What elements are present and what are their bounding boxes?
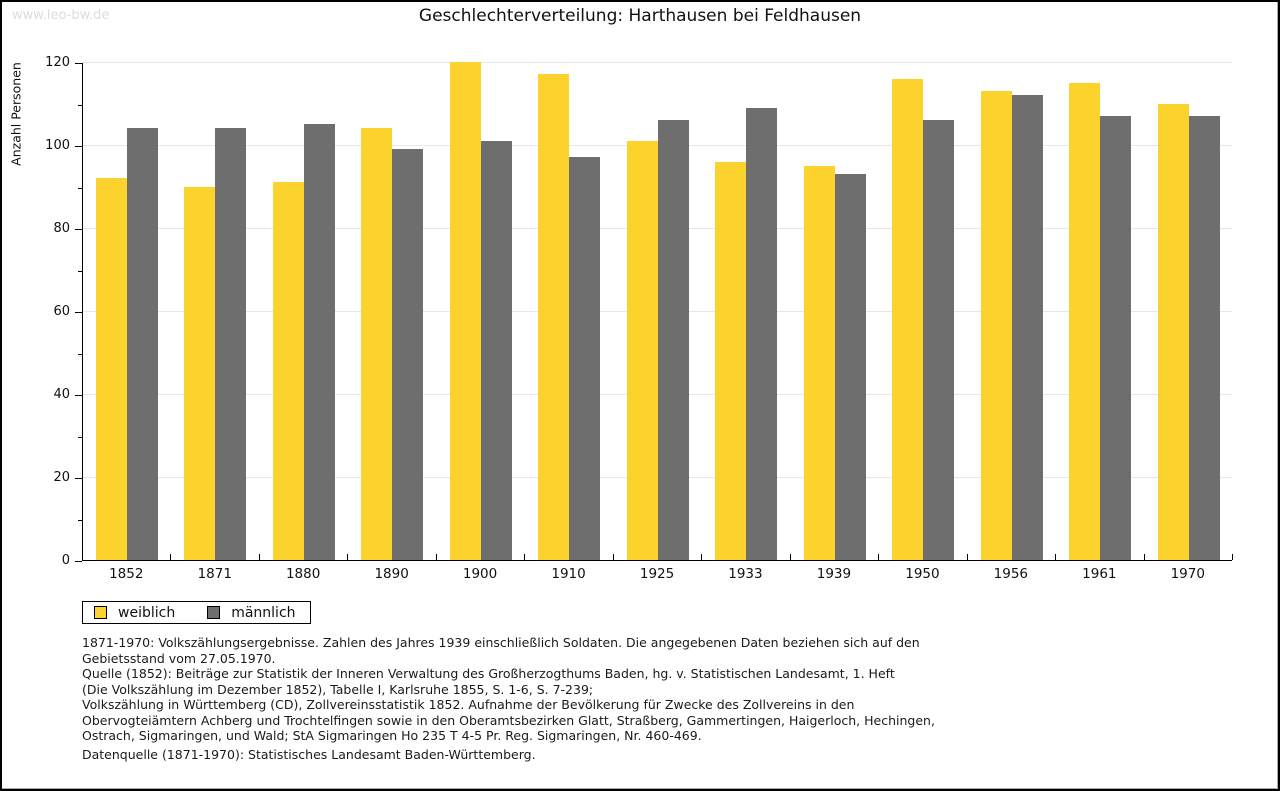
source-note-line-1: 1871-1970: Volkszählungsergebnisse. Zahl… xyxy=(82,635,920,650)
y-minor-tick-10 xyxy=(78,519,82,521)
y-minor-tick-90 xyxy=(78,187,82,189)
datasource-note: Datenquelle (1871-1970): Statistisches L… xyxy=(82,747,536,762)
bar-männlich-1970 xyxy=(1189,115,1220,560)
x-axis-label-1961: 1961 xyxy=(1082,566,1117,582)
y-axis-label-120: 120 xyxy=(45,55,70,70)
y-minor-tick-110 xyxy=(78,104,82,106)
x-axis-label-1890: 1890 xyxy=(374,566,409,582)
legend: weiblich männlich xyxy=(82,601,311,624)
chart-title: Geschlechterverteilung: Harthausen bei F… xyxy=(418,6,862,26)
bar-weiblich-1950 xyxy=(892,78,923,560)
legend-label-männlich: männlich xyxy=(231,604,296,621)
y-axis-label-60: 60 xyxy=(53,304,70,319)
bar-männlich-1900 xyxy=(481,140,512,560)
bar-männlich-1910 xyxy=(569,157,600,560)
source-note-line-6: Obervogteiämtern Achberg und Trochtelfin… xyxy=(82,712,935,728)
x-tick xyxy=(967,554,968,560)
x-tick xyxy=(1144,554,1145,560)
x-tick xyxy=(347,554,348,560)
bar-männlich-1956 xyxy=(1012,95,1043,560)
gridline-120 xyxy=(83,61,1232,63)
x-axis-labels: 1852 1871 1880 1890 1900 1910 1925 1933 1939 1950… xyxy=(82,566,1232,584)
y-axis-label-80: 80 xyxy=(53,221,70,236)
x-tick xyxy=(259,554,260,560)
legend-swatch-weiblich xyxy=(94,606,107,619)
y-major-tick-100 xyxy=(75,146,82,147)
legend-label-weiblich: weiblich xyxy=(118,604,176,621)
y-axis-label-0: 0 xyxy=(61,553,70,568)
y-axis-label-20: 20 xyxy=(53,470,70,485)
plot-area xyxy=(82,61,1233,561)
x-tick xyxy=(790,554,791,560)
bar-weiblich-1939 xyxy=(804,165,835,560)
y-minor-tick-50 xyxy=(78,353,82,355)
x-tick xyxy=(1232,554,1233,560)
x-axis-label-1950: 1950 xyxy=(905,566,940,582)
bar-weiblich-1880 xyxy=(273,182,304,560)
x-axis-label-1852: 1852 xyxy=(109,566,144,582)
bar-weiblich-1852 xyxy=(96,178,127,560)
x-tick xyxy=(1055,554,1056,560)
bar-weiblich-1900 xyxy=(450,62,481,560)
legend-item-männlich: männlich xyxy=(207,604,296,621)
source-note-line-5: Volkszählung in Württemberg (CD), Zollve… xyxy=(82,697,855,712)
source-note-line-2: Gebietsstand vom 27.05.1970. xyxy=(82,650,276,666)
x-axis-label-1933: 1933 xyxy=(728,566,763,582)
bar-männlich-1871 xyxy=(215,128,246,560)
source-note-line-3: Quelle (1852): Beiträge zur Statistik de… xyxy=(82,666,895,681)
x-axis-label-1880: 1880 xyxy=(285,566,321,582)
y-minor-tick-70 xyxy=(78,270,82,272)
bar-männlich-1890 xyxy=(392,149,423,560)
y-major-tick-0 xyxy=(75,561,82,562)
bar-männlich-1880 xyxy=(304,124,335,560)
x-axis-label-1939: 1939 xyxy=(816,566,852,582)
x-axis-label-1970: 1970 xyxy=(1170,566,1205,582)
x-tick xyxy=(613,554,614,560)
y-axis-label-100: 100 xyxy=(45,138,70,153)
x-axis-label-1900: 1900 xyxy=(462,566,498,582)
source-note-line-4: (Die Volkszählung im Dezember 1852), Tab… xyxy=(82,681,594,697)
bar-weiblich-1961 xyxy=(1069,82,1100,560)
y-major-tick-20 xyxy=(75,478,82,479)
x-axis-label-1956: 1956 xyxy=(993,566,1029,582)
source-note-line-7: Ostrach, Sigmaringen, und Wald; StA Sigm… xyxy=(82,728,702,743)
x-tick xyxy=(170,554,171,560)
x-axis-label-1925: 1925 xyxy=(639,566,675,582)
bar-weiblich-1933 xyxy=(715,161,746,560)
bar-weiblich-1970 xyxy=(1158,103,1189,560)
bar-männlich-1925 xyxy=(658,120,689,560)
bar-weiblich-1956 xyxy=(981,91,1012,560)
x-axis-label-1871: 1871 xyxy=(197,566,232,582)
bar-weiblich-1925 xyxy=(627,140,658,560)
x-tick xyxy=(436,554,437,560)
source-notes: 1871-1970: Volkszählungsergebnisse. Zahl… xyxy=(82,635,935,744)
y-major-tick-120 xyxy=(75,63,82,64)
bar-männlich-1939 xyxy=(835,174,866,560)
y-axis-label-40: 40 xyxy=(53,387,70,402)
x-tick xyxy=(878,554,879,560)
y-major-tick-60 xyxy=(75,312,82,313)
legend-item-weiblich: weiblich xyxy=(94,605,175,621)
bar-weiblich-1871 xyxy=(184,186,215,560)
watermark: www.leo-bw.de xyxy=(12,8,110,23)
x-axis-label-1910: 1910 xyxy=(551,566,586,582)
legend-swatch-männlich xyxy=(207,606,221,619)
bar-männlich-1961 xyxy=(1100,115,1131,560)
bar-männlich-1933 xyxy=(746,107,777,560)
x-tick xyxy=(524,554,525,560)
y-minor-tick-30 xyxy=(78,436,82,438)
y-axis-labels: 0 20 40 60 80 100 120 xyxy=(2,55,70,568)
y-major-tick-40 xyxy=(75,395,82,396)
bar-weiblich-1890 xyxy=(361,128,392,560)
y-axis-ticks xyxy=(2,63,82,562)
x-tick xyxy=(701,554,702,560)
y-major-tick-80 xyxy=(75,229,82,230)
bar-männlich-1950 xyxy=(923,120,954,560)
bar-männlich-1852 xyxy=(127,128,158,560)
bar-weiblich-1910 xyxy=(538,74,569,560)
